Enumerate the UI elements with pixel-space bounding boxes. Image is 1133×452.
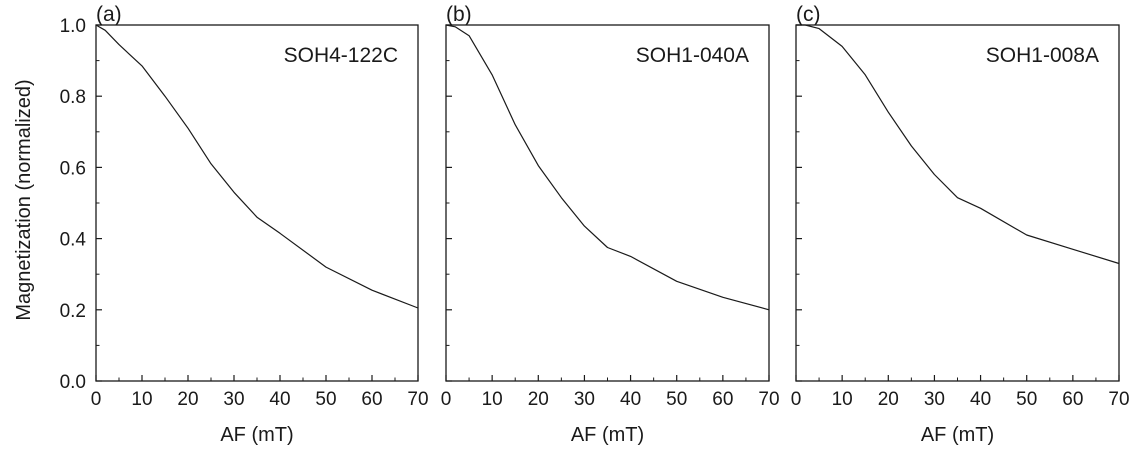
panel-c-x-tick-label: 50 bbox=[1016, 389, 1037, 410]
panel-a-x-tick-label: 70 bbox=[407, 389, 428, 410]
panel-b-curve bbox=[445, 24, 770, 311]
panel-b-x-tick-label: 30 bbox=[574, 389, 595, 410]
panel-b-x-tick-label: 0 bbox=[441, 389, 452, 410]
panel-a-x-tick-label: 50 bbox=[315, 389, 336, 410]
panel-c-x-tick-label: 20 bbox=[878, 389, 899, 410]
panel-b-x-tick-label: 10 bbox=[482, 389, 503, 410]
panel-b-x-tick-label: 50 bbox=[666, 389, 687, 410]
panel-a-y-tick-label: 0.0 bbox=[60, 372, 86, 393]
panel-b-x-tick-label: 20 bbox=[528, 389, 549, 410]
panel-c-label: (c) bbox=[796, 3, 821, 26]
panel-c-x-tick-label: 60 bbox=[1062, 389, 1083, 410]
panel-a-y-tick-label: 1.0 bbox=[60, 16, 86, 37]
panel-a-label: (a) bbox=[96, 3, 122, 26]
panel-a-x-tick-label: 30 bbox=[223, 389, 244, 410]
panel-c-sample-label: SOH1-008A bbox=[986, 44, 1099, 67]
panel-c-x-tick-label: 10 bbox=[832, 389, 853, 410]
panel-a-x-axis-title: AF (mT) bbox=[220, 424, 293, 446]
panel-b-x-axis-title: AF (mT) bbox=[571, 424, 644, 446]
panel-a-y-tick-label: 0.2 bbox=[60, 301, 86, 322]
panel-b-x-tick-label: 70 bbox=[758, 389, 779, 410]
panel-a-curve bbox=[95, 24, 419, 309]
panel-a-x-tick-label: 40 bbox=[269, 389, 290, 410]
panel-c-x-tick-label: 30 bbox=[924, 389, 945, 410]
panel-a-y-tick-label: 0.8 bbox=[60, 87, 86, 108]
panel-a-frame bbox=[95, 24, 419, 382]
panel-b-frame bbox=[445, 24, 770, 382]
panel-c-x-tick-label: 40 bbox=[970, 389, 991, 410]
panel-c-curve bbox=[796, 24, 1120, 265]
panel-b-label: (b) bbox=[446, 3, 472, 26]
panel-a-x-tick-label: 20 bbox=[177, 389, 198, 410]
panel-a-y-tick-label: 0.4 bbox=[60, 230, 87, 251]
panel-a-x-tick-label: 0 bbox=[91, 389, 102, 410]
panel-a-y-tick-label: 0.6 bbox=[60, 158, 86, 179]
panel-c-frame bbox=[795, 24, 1120, 382]
panel-a-sample-label: SOH4-122C bbox=[284, 44, 398, 67]
panel-b-sample-label: SOH1-040A bbox=[636, 44, 749, 67]
panel-c-x-axis-title: AF (mT) bbox=[921, 424, 994, 446]
panel-b-x-tick-label: 40 bbox=[620, 389, 641, 410]
panel-a-x-tick-label: 10 bbox=[131, 389, 152, 410]
panel-c-x-tick-label: 0 bbox=[791, 389, 802, 410]
panel-b-x-tick-label: 60 bbox=[712, 389, 733, 410]
panel-c-x-tick-label: 70 bbox=[1108, 389, 1129, 410]
y-axis-title: Magnetization (normalized) bbox=[13, 79, 35, 320]
panel-a-x-tick-label: 60 bbox=[361, 389, 382, 410]
